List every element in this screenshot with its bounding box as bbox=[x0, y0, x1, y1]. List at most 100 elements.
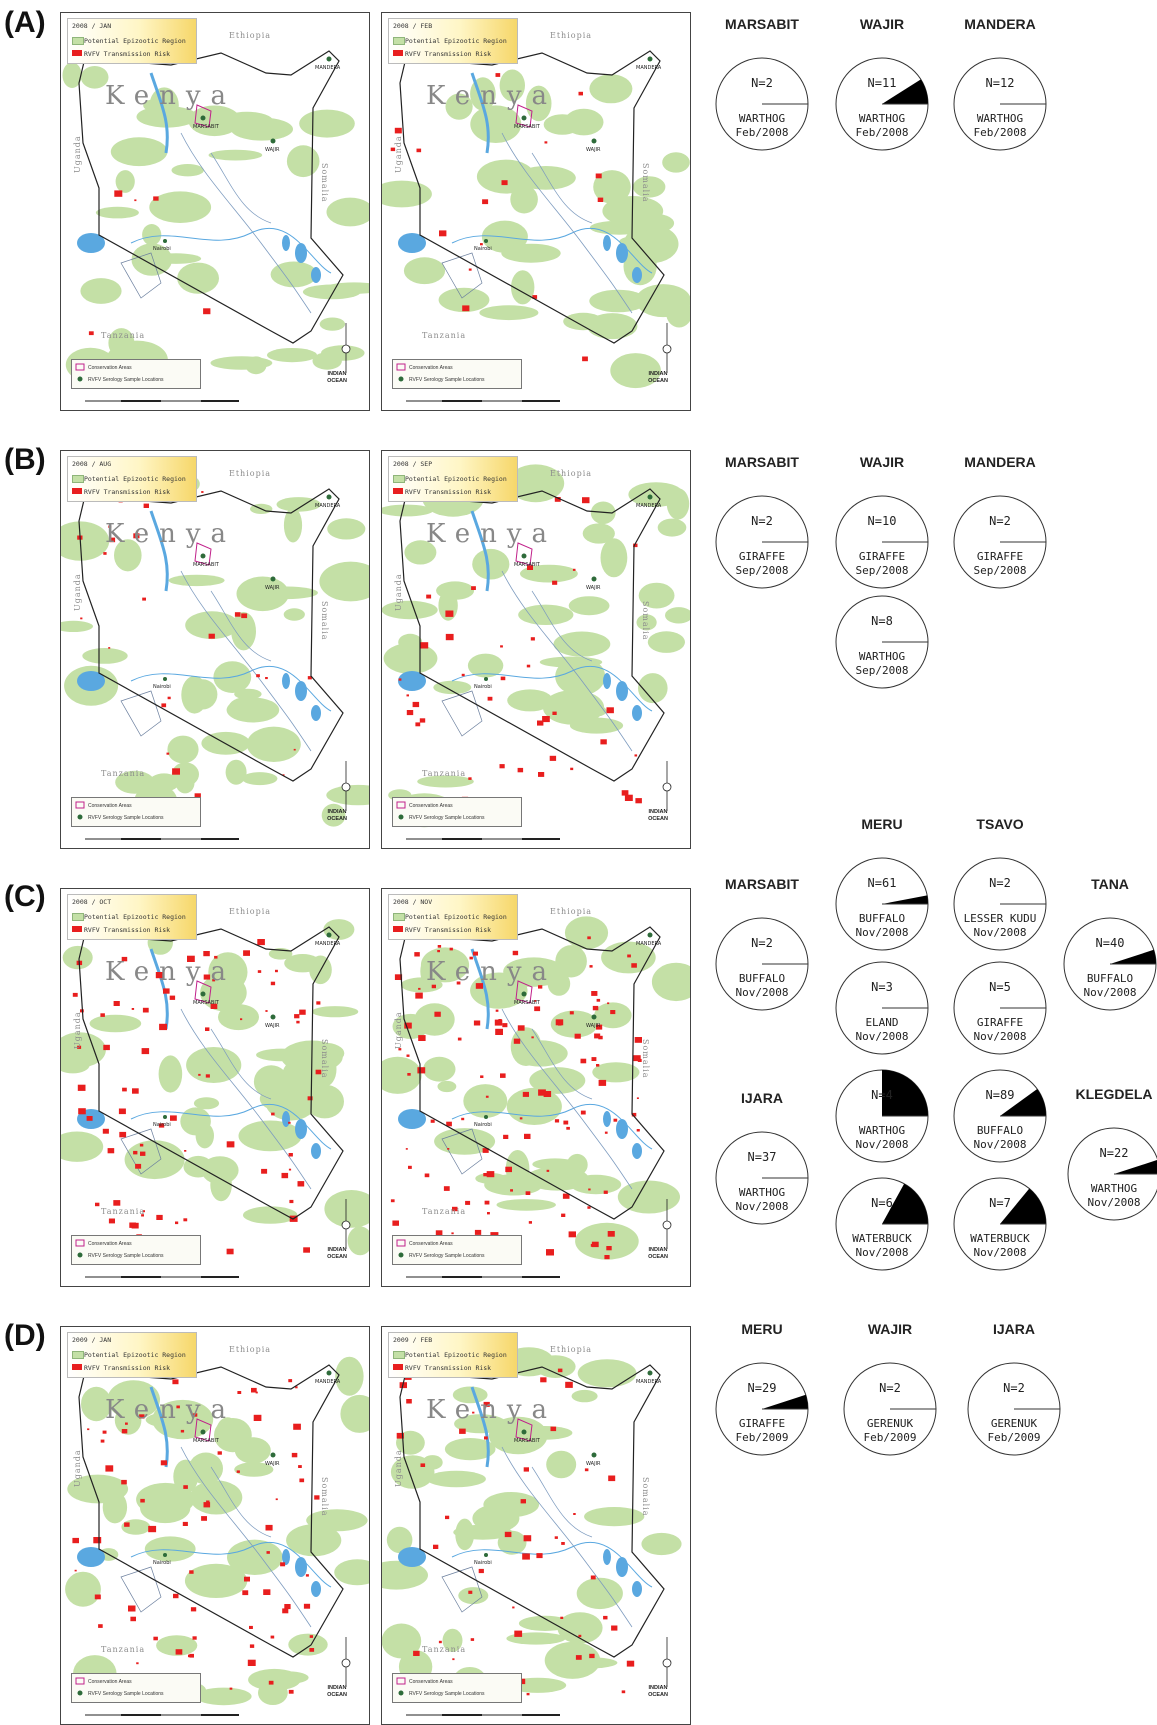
label-uganda: Uganda bbox=[394, 135, 403, 173]
label-kenya: Kenya bbox=[105, 1395, 237, 1425]
label-kenya: Kenya bbox=[105, 957, 237, 987]
species-label: LESSER KUDU bbox=[963, 912, 1037, 925]
legend-epizootic-label: Potential Epizootic Region bbox=[84, 475, 186, 483]
pie-graphic bbox=[835, 1069, 929, 1163]
pie-graphic bbox=[715, 57, 809, 151]
serology-pie-chart: N=11 WARTHOG Feb/2008 bbox=[834, 56, 930, 152]
label-marsabit: MARSABIT bbox=[514, 1438, 540, 1444]
pie-graphic bbox=[835, 1177, 929, 1271]
serology-pie-chart: N=7 WATERBUCK Nov/2008 bbox=[952, 1176, 1048, 1272]
sample-date: Sep/2008 bbox=[973, 564, 1027, 577]
legend-symbols bbox=[396, 1239, 406, 1258]
species-label: WARTHOG bbox=[738, 1186, 786, 1199]
species-label: BUFFALO bbox=[858, 912, 906, 925]
label-marsabit: MARSABIT bbox=[193, 1000, 219, 1006]
map-date: 2008 / OCT bbox=[72, 898, 112, 906]
site-name: MANDERA bbox=[964, 454, 1036, 470]
sample-count: N=6 bbox=[871, 1196, 893, 1210]
map-canvas bbox=[62, 39, 369, 402]
site-name: WAJIR bbox=[859, 454, 905, 470]
legend-conservation-label: Conservation Areas bbox=[88, 1241, 132, 1247]
legend-samples-label: RVFV Serology Sample Locations bbox=[409, 1253, 485, 1259]
label-uganda: Uganda bbox=[73, 1011, 82, 1049]
sample-count: N=2 bbox=[989, 876, 1011, 890]
pie-graphic bbox=[1067, 1127, 1157, 1221]
label-tanzania: Tanzania bbox=[101, 769, 146, 778]
sample-date: Feb/2008 bbox=[973, 126, 1027, 139]
pie-graphic bbox=[953, 1069, 1047, 1163]
site-name: MARSABIT bbox=[725, 454, 799, 470]
label-marsabit: MARSABIT bbox=[193, 562, 219, 568]
panel-label-a: (A) bbox=[4, 6, 46, 39]
risk-swatch bbox=[393, 488, 403, 494]
sample-count: N=8 bbox=[871, 614, 893, 628]
map-legend-header: 2008 / AUG Potential Epizootic Region RV… bbox=[67, 456, 197, 502]
label-ethiopia: Ethiopia bbox=[229, 31, 272, 40]
label-nairobi: Nairobi bbox=[474, 246, 492, 252]
map-legend-footer: Conservation Areas RVFV Serology Sample … bbox=[392, 797, 522, 827]
pie-graphic bbox=[715, 1362, 809, 1456]
legend-conservation-label: Conservation Areas bbox=[409, 365, 453, 371]
sample-date: Nov/2008 bbox=[973, 926, 1027, 939]
sample-date: Feb/2008 bbox=[855, 126, 909, 139]
label-uganda: Uganda bbox=[394, 1449, 403, 1487]
sample-date: Feb/2009 bbox=[863, 1431, 917, 1444]
serology-pie-chart: N=2 GIRAFFE Sep/2008 bbox=[952, 494, 1048, 590]
epizootic-swatch bbox=[72, 1351, 84, 1359]
species-label: WARTHOG bbox=[858, 112, 906, 125]
sample-count: N=2 bbox=[751, 936, 773, 950]
legend-symbols bbox=[75, 1677, 85, 1696]
label-nairobi: Nairobi bbox=[153, 1560, 171, 1566]
epizootic-swatch bbox=[393, 475, 405, 483]
serology-pie-chart: N=5 GIRAFFE Nov/2008 bbox=[952, 960, 1048, 1056]
species-label: GIRAFFE bbox=[976, 1016, 1024, 1029]
label-uganda: Uganda bbox=[394, 1011, 403, 1049]
pie-positive-slice bbox=[1000, 1088, 1046, 1116]
legend-conservation-label: Conservation Areas bbox=[409, 1241, 453, 1247]
label-tanzania: Tanzania bbox=[101, 1207, 146, 1216]
sample-count: N=2 bbox=[989, 514, 1011, 528]
site-name: WAJIR bbox=[867, 1321, 913, 1337]
pie-graphic bbox=[835, 595, 929, 689]
legend-conservation-label: Conservation Areas bbox=[409, 1679, 453, 1685]
species-label: WATERBUCK bbox=[852, 1232, 912, 1245]
label-somalia: Somalia bbox=[641, 601, 650, 641]
sample-count: N=12 bbox=[985, 76, 1015, 90]
label-tanzania: Tanzania bbox=[101, 331, 146, 340]
label-somalia: Somalia bbox=[641, 1477, 650, 1517]
label-wajir: WAJIR bbox=[265, 585, 280, 591]
sample-date: Feb/2009 bbox=[735, 1431, 789, 1444]
panel-label-c: (C) bbox=[4, 880, 46, 913]
map-canvas bbox=[61, 915, 369, 1278]
site-name: MERU bbox=[861, 816, 903, 832]
pie-graphic bbox=[967, 1362, 1061, 1456]
legend-samples-label: RVFV Serology Sample Locations bbox=[88, 377, 164, 383]
risk-swatch bbox=[72, 926, 82, 932]
sample-count: N=2 bbox=[879, 1381, 901, 1395]
label-somalia: Somalia bbox=[320, 163, 329, 203]
legend-symbols bbox=[396, 801, 406, 820]
legend-risk-label: RVFV Transmission Risk bbox=[405, 50, 492, 58]
sample-count: N=3 bbox=[871, 980, 893, 994]
map-legend-header: 2008 / SEP Potential Epizootic Region RV… bbox=[388, 456, 518, 502]
pie-negative-slice bbox=[1067, 1127, 1157, 1221]
label-mandera: MANDERA bbox=[636, 941, 662, 947]
map-legend-footer: Conservation Areas RVFV Serology Sample … bbox=[71, 359, 201, 389]
sample-date: Nov/2008 bbox=[855, 1246, 909, 1259]
map-legend-header: 2009 / JAN Potential Epizootic Region RV… bbox=[67, 1332, 197, 1378]
label-uganda: Uganda bbox=[73, 573, 82, 611]
label-somalia: Somalia bbox=[641, 1039, 650, 1079]
legend-symbols bbox=[396, 363, 406, 382]
legend-samples-label: RVFV Serology Sample Locations bbox=[88, 1253, 164, 1259]
legend-samples-label: RVFV Serology Sample Locations bbox=[409, 815, 485, 821]
legend-risk-label: RVFV Transmission Risk bbox=[84, 926, 171, 934]
label-indian-ocean: INDIAN OCEAN bbox=[648, 371, 668, 384]
label-ethiopia: Ethiopia bbox=[229, 469, 272, 478]
label-somalia: Somalia bbox=[641, 163, 650, 203]
pie-graphic bbox=[953, 495, 1047, 589]
legend-conservation-label: Conservation Areas bbox=[88, 803, 132, 809]
label-wajir: WAJIR bbox=[586, 1023, 601, 1029]
pie-positive-slice bbox=[762, 1394, 808, 1409]
pie-positive-slice bbox=[882, 1070, 928, 1116]
sample-date: Nov/2008 bbox=[735, 1200, 789, 1213]
